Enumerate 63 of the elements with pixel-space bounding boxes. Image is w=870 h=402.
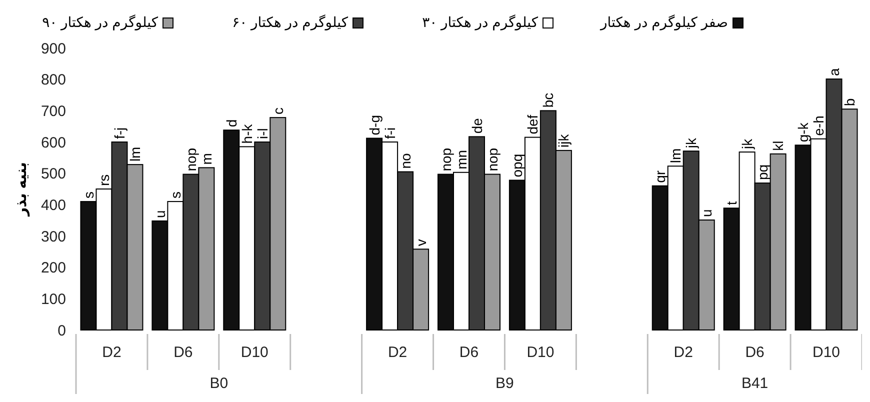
x-tick-label: D6 [174, 344, 193, 361]
x-tick-label: D10 [526, 344, 554, 361]
data-label: de [468, 118, 485, 134]
legend-label: صفر کیلوگرم در هکتار [599, 14, 728, 31]
data-label: i-l [254, 128, 270, 139]
data-label: d [223, 119, 240, 128]
y-tick-label: 500 [40, 166, 66, 183]
data-label: c [270, 108, 286, 115]
x-tick-label: D6 [459, 344, 479, 361]
data-label: ijk [556, 133, 572, 148]
data-label: nop [484, 148, 500, 172]
x-tick-label: D2 [102, 344, 122, 361]
data-label: d-g [366, 115, 382, 136]
data-label: kl [770, 140, 786, 151]
x-tick-label: D2 [388, 344, 408, 361]
data-label: u [152, 210, 168, 218]
y-tick-label: 600 [40, 134, 66, 152]
data-label: g-k [795, 122, 812, 142]
data-label: rs [96, 174, 112, 186]
data-label: jk [683, 136, 700, 150]
y-tick-label: 200 [40, 260, 66, 277]
data-label: jk [739, 138, 756, 150]
text: B9 [496, 375, 514, 392]
data-label: b [842, 98, 858, 106]
y-tick-label: 100 [40, 290, 66, 308]
text: B41 [741, 375, 768, 392]
data-label: t [724, 201, 740, 206]
data-label: qr [652, 170, 668, 183]
data-label: e-h [810, 116, 827, 136]
y-tick-label: 400 [40, 196, 66, 214]
y-tick-label: 0 [58, 322, 66, 340]
data-label: lm [126, 146, 143, 162]
y-tick-label: 800 [40, 72, 66, 89]
x-tick-label: D10 [240, 344, 268, 361]
data-label: opq [509, 154, 526, 178]
data-label: mn [453, 150, 470, 170]
data-label: a [826, 68, 842, 76]
legend-label: ۶۰ کیلوگرم در هکتار [232, 14, 348, 31]
data-label: bc [540, 92, 556, 108]
data-label: pq [754, 164, 771, 180]
x-tick-label: D10 [812, 344, 840, 361]
y-tick-label: 300 [40, 228, 66, 246]
y-tick-label: 900 [40, 40, 66, 58]
data-label: m [198, 153, 214, 165]
data-label: f-i [382, 127, 398, 139]
data-label: h-k [238, 123, 255, 144]
data-label: s [167, 192, 184, 199]
y-tick-label: 700 [40, 102, 66, 120]
text: B0 [210, 375, 228, 392]
data-label: no [397, 152, 414, 169]
x-tick-label: D2 [674, 344, 693, 361]
data-label: f-j [111, 127, 128, 139]
data-label: lm [668, 148, 684, 164]
data-label: def [524, 114, 541, 134]
data-label: nop [438, 148, 454, 172]
data-label: s [80, 192, 96, 199]
data-label: u [698, 209, 715, 218]
x-tick-label: D6 [745, 344, 764, 361]
y-axis-title: بنیه بذر [13, 162, 30, 218]
legend-label: ۳۰ کیلوگرم در هکتار [422, 14, 538, 31]
legend-label: ۹۰ کیلوگرم در هکتار [42, 14, 158, 31]
data-label: nop [182, 148, 199, 172]
data-label: v [412, 239, 429, 246]
